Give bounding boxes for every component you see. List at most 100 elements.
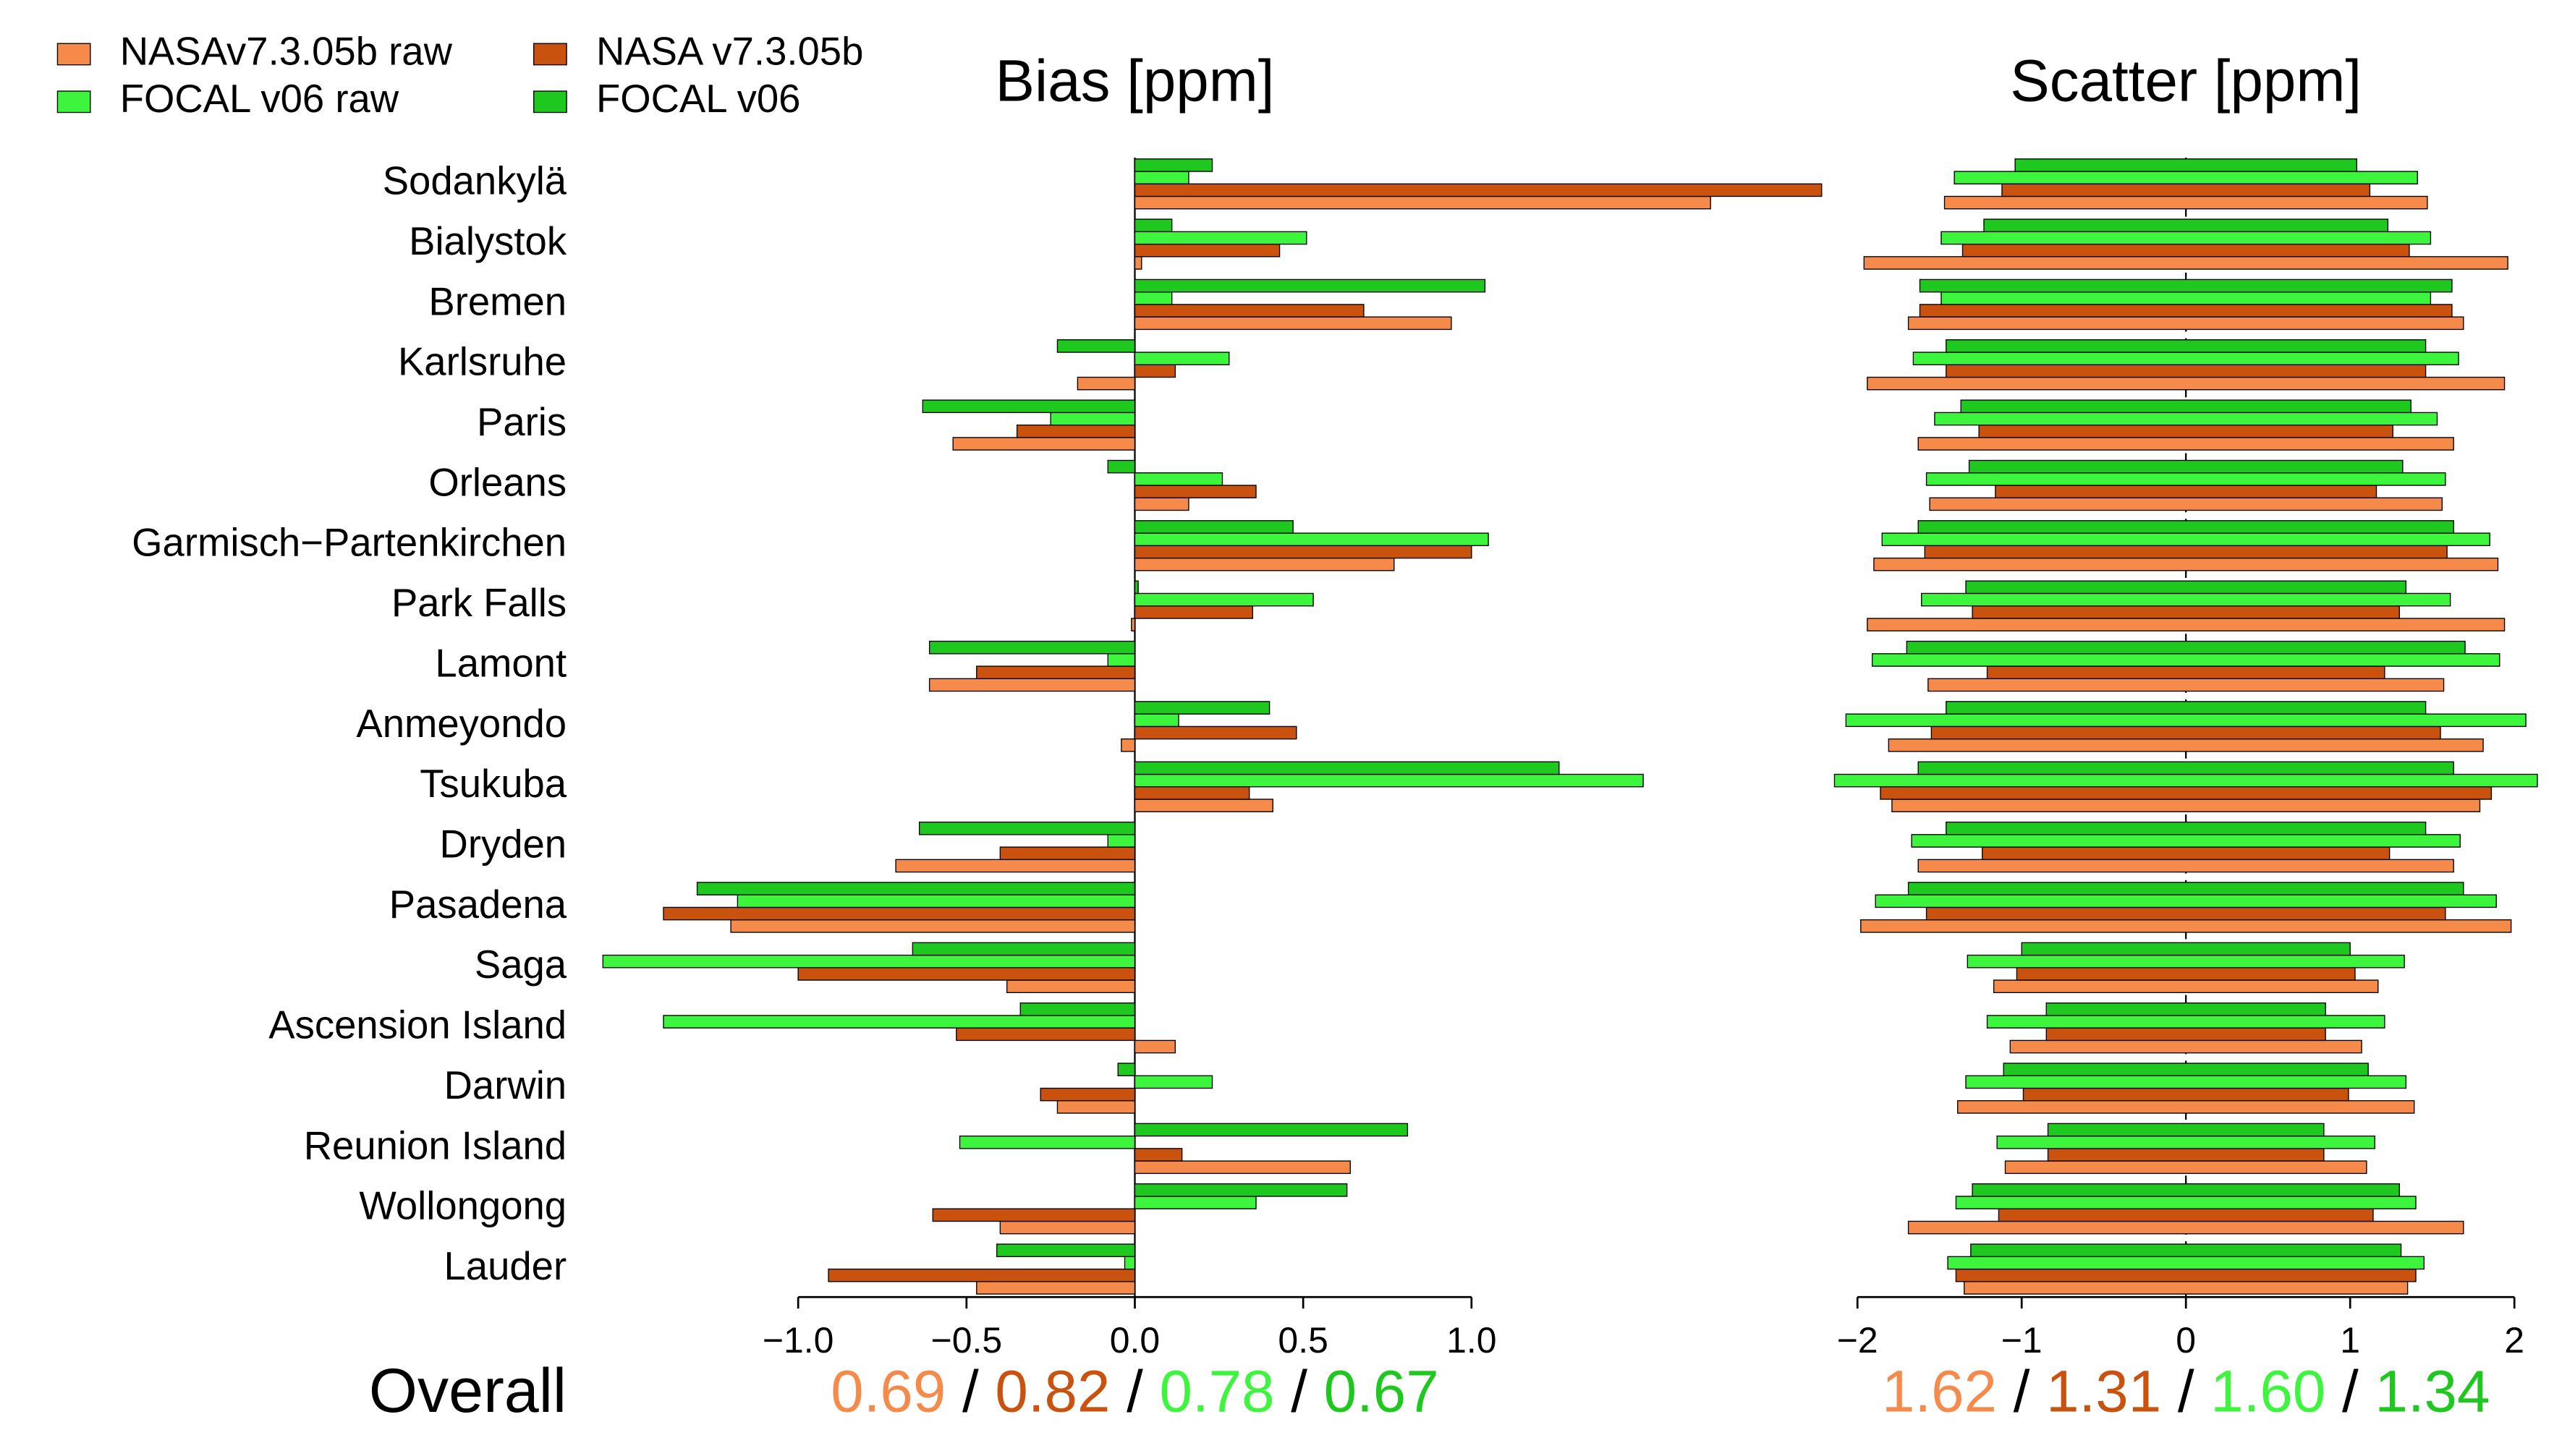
bar xyxy=(1955,1196,2417,1209)
bar xyxy=(1077,376,1136,391)
bar xyxy=(1967,954,2405,968)
bar xyxy=(999,846,1136,861)
bar xyxy=(1907,882,2464,895)
legend-swatch xyxy=(533,43,567,66)
bar xyxy=(2047,1148,2325,1162)
bar xyxy=(1940,231,2432,245)
bar xyxy=(1134,352,1230,365)
bar xyxy=(1040,1087,1136,1102)
bar xyxy=(1929,497,2443,511)
bar xyxy=(1880,786,2493,800)
category-label: Lamont xyxy=(435,641,567,685)
bar xyxy=(1134,497,1189,511)
bar xyxy=(1978,424,2393,438)
bar xyxy=(1995,485,2378,498)
bar xyxy=(828,1268,1136,1282)
category-label: Bialystok xyxy=(409,219,567,263)
bar xyxy=(1917,761,2454,775)
bar xyxy=(1907,316,2464,331)
bar xyxy=(1964,1281,2409,1295)
overall-separator: / xyxy=(962,1358,979,1424)
bar xyxy=(737,894,1136,908)
category-label: Paris xyxy=(477,400,567,444)
bar xyxy=(1912,352,2459,365)
bar xyxy=(1955,1268,2417,1282)
bar xyxy=(1134,520,1294,534)
bar xyxy=(1998,1208,2374,1222)
bar xyxy=(2016,967,2356,981)
bar xyxy=(1016,424,1136,438)
bar xyxy=(959,1135,1136,1149)
bar xyxy=(2004,1160,2367,1175)
bar xyxy=(2045,1027,2326,1042)
bar xyxy=(1961,243,2410,257)
bar xyxy=(1867,618,2506,631)
overall-value: 1.60 xyxy=(2210,1358,2325,1424)
bar xyxy=(1131,618,1136,631)
bar xyxy=(1833,773,2538,788)
bar xyxy=(1871,653,2501,667)
bar xyxy=(1117,1063,1136,1076)
bar xyxy=(1134,773,1644,788)
bar xyxy=(1946,364,2427,378)
bar xyxy=(1134,701,1271,715)
bar xyxy=(1134,532,1489,547)
bar xyxy=(696,882,1136,895)
bar xyxy=(952,437,1136,451)
category-label: Tsukuba xyxy=(420,762,567,806)
bar xyxy=(797,967,1136,981)
bar xyxy=(1860,919,2512,933)
chart-title: Bias [ppm] xyxy=(995,48,1274,114)
bar xyxy=(1965,1075,2407,1089)
category-label: Karlsruhe xyxy=(398,340,567,384)
chart-title: Scatter [ppm] xyxy=(2010,48,2362,114)
bar xyxy=(912,942,1136,956)
bar xyxy=(1134,158,1213,172)
overall-separator: / xyxy=(2178,1358,2194,1424)
bar xyxy=(1925,906,2446,921)
bar xyxy=(1134,1075,1213,1089)
bar xyxy=(1134,278,1486,293)
bar xyxy=(1107,459,1136,474)
category-label: Pasadena xyxy=(389,882,567,927)
bar xyxy=(1970,1243,2402,1258)
category-label: Wollongong xyxy=(359,1184,567,1228)
category-label: Garmisch−Partenkirchen xyxy=(132,521,567,565)
bar xyxy=(1134,291,1173,305)
category-label: Reunion Island xyxy=(304,1123,567,1167)
bar xyxy=(1881,532,2490,547)
bar xyxy=(1924,545,2448,559)
overall-value: 1.34 xyxy=(2375,1358,2490,1424)
bar xyxy=(1954,171,2418,184)
bar xyxy=(2014,158,2357,172)
overall-value: 0.69 xyxy=(831,1358,946,1424)
bar xyxy=(1917,437,2454,451)
x-tick-label: 1.0 xyxy=(1446,1320,1496,1361)
bar xyxy=(1134,231,1307,245)
legend-swatch xyxy=(56,43,91,66)
x-tick-label: −2 xyxy=(1837,1320,1878,1361)
bar xyxy=(1121,738,1136,752)
bar xyxy=(1891,799,2481,812)
category-label: Darwin xyxy=(444,1063,567,1107)
bar xyxy=(602,954,1136,968)
category-label: Orleans xyxy=(428,460,567,504)
bar xyxy=(1946,821,2427,835)
bar xyxy=(932,1208,1136,1222)
bar xyxy=(1906,640,2466,655)
overall-value: 0.78 xyxy=(1160,1358,1275,1424)
bar xyxy=(2003,1063,2369,1076)
x-tick-label: −0.5 xyxy=(931,1320,1003,1361)
bar xyxy=(1919,278,2453,293)
bar xyxy=(1134,256,1142,270)
x-tick-label: 0.5 xyxy=(1278,1320,1328,1361)
bar xyxy=(1134,1148,1183,1162)
bar xyxy=(1006,979,1136,994)
category-label: Saga xyxy=(475,942,567,987)
overall-separator: / xyxy=(1291,1358,1307,1424)
bar xyxy=(1867,376,2506,391)
bar xyxy=(928,678,1136,692)
bar xyxy=(1919,304,2453,318)
legend-swatch xyxy=(56,90,91,114)
